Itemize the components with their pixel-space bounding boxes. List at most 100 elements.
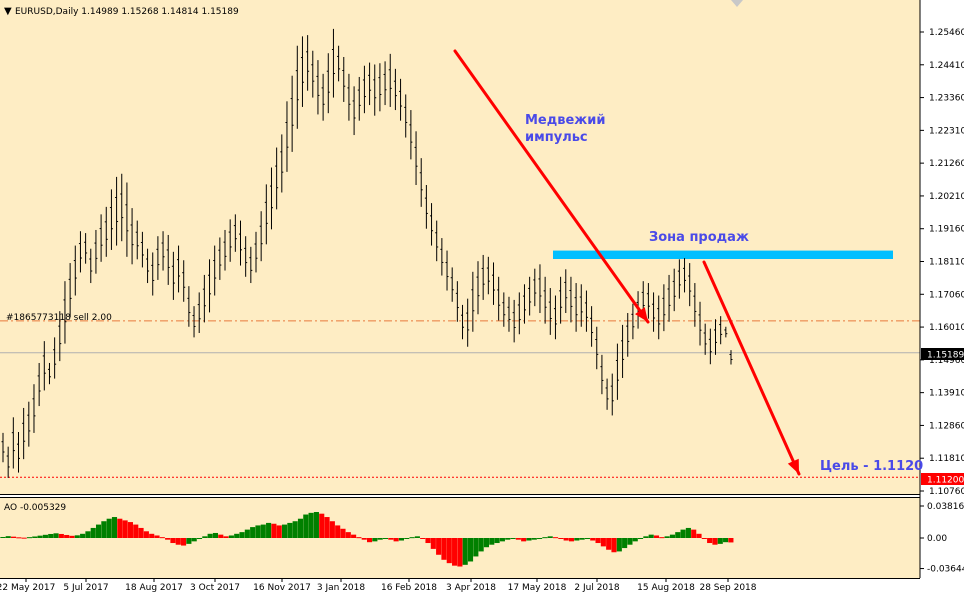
ao-bar — [452, 538, 458, 566]
ao-bar — [478, 538, 484, 552]
ao-bar — [324, 517, 330, 538]
price-tick-label: 1.19160 — [929, 225, 964, 235]
ao-bar — [181, 538, 187, 546]
ao-bar — [409, 537, 415, 539]
ao-bar — [696, 533, 702, 538]
ao-bar — [579, 538, 585, 540]
ao-bar — [430, 538, 436, 549]
time-tick-label: 28 Sep 2018 — [699, 583, 756, 593]
ao-bar — [266, 522, 272, 538]
target-label: Цель - 1.1120 — [820, 459, 923, 474]
ao-bar — [701, 538, 707, 539]
time-tick-label: 2 Jul 2018 — [574, 583, 619, 593]
target-arrow[interactable] — [702, 260, 801, 476]
ao-bar — [223, 536, 229, 538]
ao-bar — [218, 534, 224, 538]
current-price-tag — [921, 348, 964, 360]
bear-impulse-arrow-head — [634, 307, 648, 322]
price-tick-label: 1.11810 — [929, 454, 964, 464]
ao-bar — [462, 538, 468, 565]
ao-bar — [212, 532, 219, 538]
bear-impulse-arrow[interactable] — [453, 49, 650, 324]
ao-bar — [228, 535, 234, 538]
ao-bar — [80, 533, 86, 538]
ao-bar — [186, 538, 192, 544]
ao-bar — [170, 538, 176, 544]
ao-bar — [234, 533, 240, 538]
main-chart-background — [0, 0, 920, 494]
order-label: #1865773118 sell 2.00 — [6, 313, 112, 323]
ao-bar — [707, 538, 713, 544]
time-tick-label: 18 Aug 2017 — [125, 583, 183, 593]
ao-bar — [499, 538, 505, 542]
time-axis-ticks: 22 May 2017 5 Jul 2017 18 Aug 2017 3 Oct 20… — [0, 578, 757, 593]
ao-bar — [281, 524, 288, 538]
ao-bar — [505, 538, 511, 540]
ao-bar — [728, 538, 734, 543]
ao-bar — [0, 536, 6, 538]
ao-bar — [542, 537, 548, 539]
ao-bar — [26, 537, 33, 539]
ao-bar — [32, 536, 38, 538]
ao-bar — [494, 538, 500, 544]
triangle-down-icon[interactable]: ▼ — [4, 6, 12, 17]
ao-bar — [207, 533, 213, 538]
ao-bar — [244, 529, 250, 538]
ao-bar — [611, 538, 617, 553]
sell-zone-rect[interactable] — [553, 250, 893, 260]
ao-bar — [335, 525, 341, 538]
price-tick-label: 1.14960 — [929, 356, 964, 366]
ao-bar — [111, 517, 118, 538]
ao-bar — [489, 538, 495, 545]
ao-bar — [595, 538, 601, 544]
sell-zone-layer — [553, 250, 893, 260]
ao-bar — [537, 538, 543, 539]
price-levels — [0, 320, 920, 478]
price-tick-label: 1.12860 — [929, 421, 964, 431]
ao-bar — [154, 535, 160, 538]
ao-bar — [680, 529, 686, 538]
ao-bar — [303, 514, 309, 538]
ao-bar — [404, 538, 410, 539]
ao-bar — [372, 538, 378, 542]
time-tick-label: 15 Aug 2018 — [637, 583, 695, 593]
price-tick-label: 1.25460 — [929, 28, 964, 38]
ao-bar — [510, 538, 516, 539]
ao-bar — [313, 512, 319, 538]
ao-bar — [345, 532, 351, 538]
ao-bar — [361, 538, 367, 540]
ao-bar — [467, 538, 474, 562]
time-tick-label: 3 Oct 2017 — [190, 583, 240, 593]
ao-header: AO -0.005329 — [4, 503, 66, 513]
ao-bar — [149, 533, 155, 538]
ao-bar — [483, 538, 490, 548]
ao-bar — [74, 535, 80, 538]
target-price-label: 1.11200 — [927, 476, 964, 486]
ao-bar — [398, 538, 404, 541]
ao-bar — [473, 538, 479, 557]
ao-bar — [367, 538, 373, 543]
ao-bar — [685, 527, 691, 538]
ao-bar — [563, 538, 569, 541]
target-arrow-head — [787, 458, 799, 474]
price-tick-label: 1.23360 — [929, 94, 964, 104]
ao-bar — [239, 532, 245, 538]
ao-bar — [58, 533, 64, 538]
ao-bar — [64, 534, 70, 538]
scroll-marker-icon[interactable] — [731, 0, 743, 7]
target-price-tag — [921, 473, 964, 485]
ao-bar — [653, 535, 660, 538]
ao-bar — [515, 538, 521, 540]
ao-bar — [351, 534, 357, 538]
ao-bar — [632, 538, 638, 542]
ao-bar — [627, 538, 633, 545]
arrows — [453, 49, 801, 476]
ao-bar — [600, 538, 606, 547]
ao-bar — [382, 538, 389, 539]
ao-bar — [37, 535, 43, 538]
ao-bar — [521, 538, 527, 542]
ao-bar — [436, 538, 442, 555]
bear-impulse-label-line1: Медвежий — [525, 113, 605, 128]
